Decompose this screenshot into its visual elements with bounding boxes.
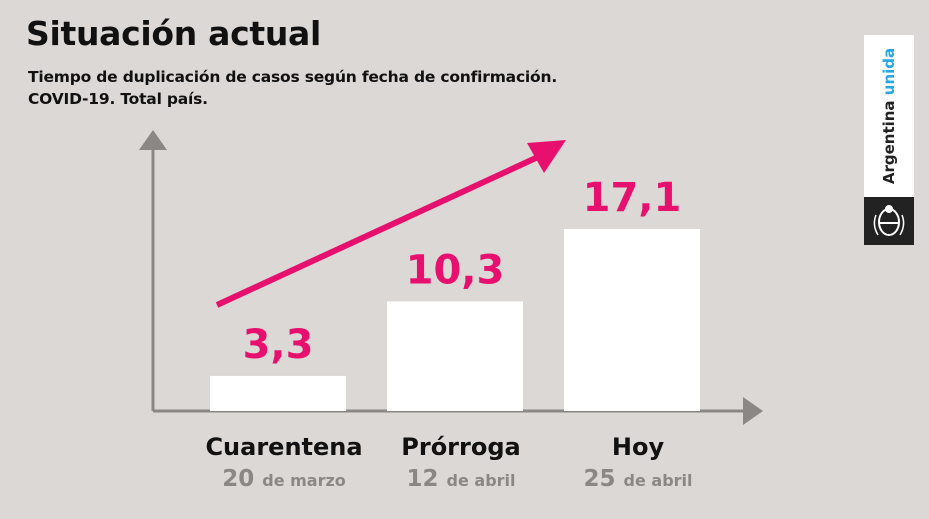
bar-3 [564, 229, 700, 411]
y-axis-arrowhead [139, 130, 167, 150]
bars-group [210, 229, 700, 411]
subtitle-line-2: COVID-19. Total país. [28, 90, 208, 108]
chart-title: Situación actual [26, 14, 322, 53]
date-label-1: 20 de marzo [222, 466, 346, 492]
bar-1 [210, 375, 346, 411]
logo-word-1: Argentina [880, 100, 898, 185]
value-label-1: 3,3 [243, 322, 314, 368]
date-label-3: 25 de abril [584, 466, 693, 492]
value-label-2: 10,3 [406, 247, 505, 293]
labels-group: 3,3 Cuarentena 20 de marzo 10,3 Prórroga 12 d… [205, 175, 692, 492]
subtitle-line-1: Tiempo de duplicación de casos según fec… [28, 68, 558, 86]
category-label-2: Prórroga [401, 433, 520, 461]
bar-2 [387, 301, 523, 411]
x-axis-arrowhead [743, 397, 763, 425]
coat-of-arms-icon [873, 205, 905, 236]
argentina-unida-logo: Argentina unida [864, 35, 914, 245]
trend-arrow [215, 140, 566, 308]
date-label-2: 12 de abril [407, 466, 516, 492]
trend-arrowhead [527, 140, 566, 173]
date-month-3: de abril [624, 471, 693, 490]
logo-word-2: unida [880, 47, 898, 96]
trend-arrow-line [215, 154, 540, 308]
date-month-1: de marzo [262, 471, 346, 490]
value-label-3: 17,1 [583, 175, 682, 221]
date-day-1: 20 [222, 466, 262, 492]
date-day-2: 12 [407, 466, 447, 492]
chart-subtitle: Tiempo de duplicación de casos según fec… [28, 66, 557, 110]
category-label-1: Cuarentena [205, 433, 362, 461]
category-label-3: Hoy [612, 433, 665, 461]
date-day-3: 25 [584, 466, 624, 492]
date-month-2: de abril [447, 471, 516, 490]
